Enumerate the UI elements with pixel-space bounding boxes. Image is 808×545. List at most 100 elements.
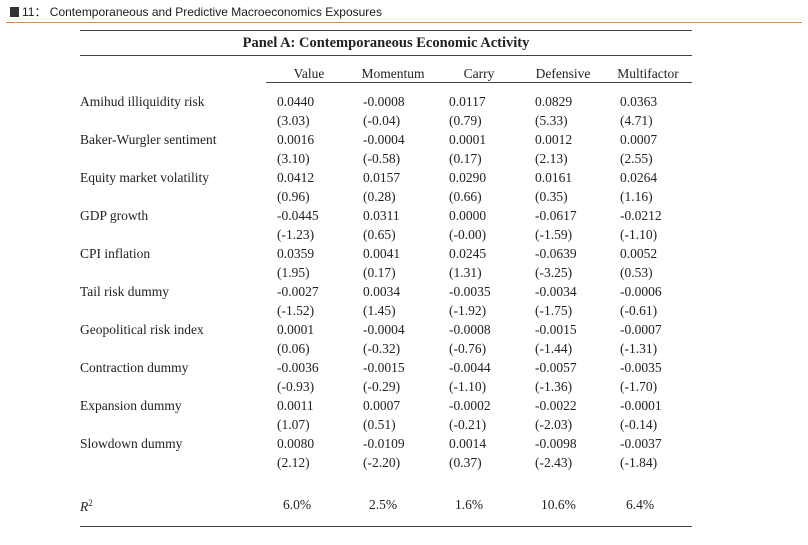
tstat-row: (-1.23) (0.65) (-0.00) (-1.59) (-1.10): [80, 225, 700, 244]
tstat-cell: (0.96): [277, 189, 310, 204]
table-row: Amihud illiquidity risk 0.0440 -0.0008 0.01…: [80, 92, 700, 111]
coefficient-cell: 0.0161: [535, 170, 573, 185]
coefficient-cell: 0.0014: [449, 436, 487, 451]
table-row: Equity market volatility 0.0412 0.0157 0.02…: [80, 168, 700, 187]
tstat-row: (1.07) (0.51) (-0.21) (-2.03) (-0.14): [80, 415, 700, 434]
coefficient-cell: 0.0829: [535, 94, 573, 109]
tstat-cell: (1.16): [620, 189, 653, 204]
tstat-row: (3.10) (-0.58) (0.17) (2.13) (2.55): [80, 149, 700, 168]
tstat-cell: (3.10): [277, 151, 310, 166]
row-label: Tail risk dummy: [80, 284, 170, 299]
empty-cell: [80, 111, 275, 130]
coefficient-cell: -0.0004: [363, 322, 405, 337]
tstat-cell: (0.37): [449, 455, 482, 470]
tstat-cell: (0.28): [363, 189, 396, 204]
table-row: Contraction dummy -0.0036 -0.0015 -0.0044 -0…: [80, 358, 700, 377]
coefficient-cell: -0.0036: [277, 360, 319, 375]
tstat-cell: (-2.03): [535, 417, 573, 432]
empty-cell: [80, 415, 275, 434]
tstat-row: (-0.93) (-0.29) (-1.10) (-1.36) (-1.70): [80, 377, 700, 396]
tstat-row: (2.12) (-2.20) (0.37) (-2.43) (-1.84): [80, 453, 700, 472]
row-label: Slowdown dummy: [80, 436, 183, 451]
table-row: Expansion dummy 0.0011 0.0007 -0.0002 -0.002…: [80, 396, 700, 415]
row-label: Amihud illiquidity risk: [80, 94, 205, 109]
tstat-cell: (3.03): [277, 113, 310, 128]
table-row: CPI inflation 0.0359 0.0041 0.0245 -0.0639 0.…: [80, 244, 700, 263]
coefficient-cell: -0.0015: [363, 360, 405, 375]
empty-cell: [80, 301, 275, 320]
r-squared-symbol: R: [80, 499, 89, 514]
tstat-cell: (-0.76): [449, 341, 487, 356]
coefficient-cell: -0.0001: [620, 398, 662, 413]
coefficient-cell: -0.0212: [620, 208, 662, 223]
tstat-cell: (-1.23): [277, 227, 315, 242]
tstat-cell: (-1.10): [449, 379, 487, 394]
tstat-cell: (-0.58): [363, 151, 401, 166]
tstat-row: (-1.52) (1.45) (-1.92) (-1.75) (-0.61): [80, 301, 700, 320]
coefficient-cell: -0.0008: [363, 94, 405, 109]
tstat-cell: (-0.29): [363, 379, 401, 394]
tstat-cell: (-1.70): [620, 379, 658, 394]
r-squared-cell: 2.5%: [369, 497, 398, 512]
empty-cell: [80, 453, 275, 472]
coefficient-cell: -0.0034: [535, 284, 577, 299]
coefficient-cell: -0.0445: [277, 208, 319, 223]
coefficient-cell: -0.0035: [449, 284, 491, 299]
tstat-cell: (-0.32): [363, 341, 401, 356]
tstat-cell: (-1.36): [535, 379, 573, 394]
spacer-row: [80, 472, 700, 492]
tstat-cell: (-1.84): [620, 455, 658, 470]
coefficient-cell: 0.0034: [363, 284, 401, 299]
coefficient-cell: -0.0004: [363, 132, 405, 147]
tstat-cell: (2.55): [620, 151, 653, 166]
coefficient-cell: 0.0311: [363, 208, 400, 223]
coefficient-cell: -0.0109: [363, 436, 405, 451]
tstat-cell: (-1.92): [449, 303, 487, 318]
row-label: Baker-Wurgler sentiment: [80, 132, 217, 147]
tstat-cell: (-0.00): [449, 227, 487, 242]
tstat-row: (0.96) (0.28) (0.66) (0.35) (1.16): [80, 187, 700, 206]
coefficient-cell: 0.0412: [277, 170, 315, 185]
row-label: GDP growth: [80, 208, 149, 223]
top-rule: [80, 30, 692, 31]
coefficient-cell: 0.0011: [277, 398, 314, 413]
column-header-defensive: Defensive: [535, 66, 591, 81]
tstat-cell: (-0.93): [277, 379, 315, 394]
row-label: Equity market volatility: [80, 170, 209, 185]
tstat-cell: (0.17): [363, 265, 396, 280]
tstat-row: (1.95) (0.17) (1.31) (-3.25) (0.53): [80, 263, 700, 282]
tstat-cell: (-1.44): [535, 341, 573, 356]
coefficient-cell: 0.0007: [620, 132, 658, 147]
row-label: CPI inflation: [80, 246, 151, 261]
results-table: Amihud illiquidity risk 0.0440 -0.0008 0.01…: [80, 92, 700, 518]
coefficient-cell: -0.0617: [535, 208, 577, 223]
column-header-row: Value Momentum Carry Defensive Multifact…: [80, 56, 692, 86]
tstat-cell: (1.95): [277, 265, 310, 280]
table-row: Tail risk dummy -0.0027 0.0034 -0.0035 -0.00…: [80, 282, 700, 301]
tstat-cell: (4.71): [620, 113, 653, 128]
coefficient-cell: 0.0290: [449, 170, 487, 185]
figure-title: 11： Contemporaneous and Predictive Macro…: [10, 3, 382, 20]
coefficient-cell: 0.0016: [277, 132, 315, 147]
coefficient-cell: 0.0363: [620, 94, 658, 109]
r-squared-row: R2 6.0% 2.5% 1.6% 10.6% 6.4%: [80, 492, 700, 518]
tstat-cell: (-0.14): [620, 417, 658, 432]
coefficient-cell: 0.0007: [363, 398, 401, 413]
coefficient-cell: -0.0006: [620, 284, 662, 299]
column-header-rule: [266, 82, 692, 83]
bottom-rule: [80, 526, 692, 527]
column-header-value: Value: [293, 66, 325, 81]
empty-cell: [80, 225, 275, 244]
tstat-cell: (-2.20): [363, 455, 401, 470]
tstat-cell: (2.12): [277, 455, 310, 470]
column-header-momentum: Momentum: [361, 66, 425, 81]
coefficient-cell: 0.0041: [363, 246, 401, 261]
panel-a: Panel A: Contemporaneous Economic Activi…: [80, 30, 692, 527]
tstat-cell: (-1.75): [535, 303, 573, 318]
coefficient-cell: 0.0012: [535, 132, 573, 147]
coefficient-cell: 0.0117: [449, 94, 486, 109]
tstat-cell: (5.33): [535, 113, 568, 128]
empty-cell: [80, 187, 275, 206]
table-row: GDP growth -0.0445 0.0311 0.0000 -0.0617 -0.0…: [80, 206, 700, 225]
tstat-cell: (0.65): [363, 227, 396, 242]
